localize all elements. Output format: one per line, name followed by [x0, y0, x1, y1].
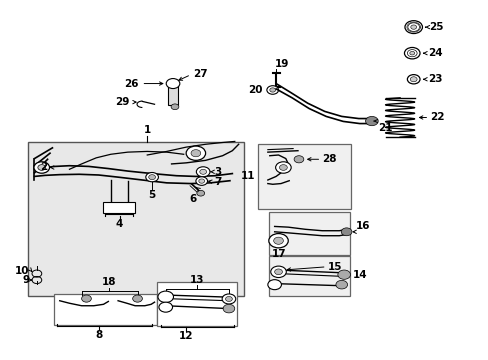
Circle shape [186, 146, 205, 160]
Circle shape [365, 116, 377, 126]
Circle shape [273, 237, 283, 244]
Text: 3: 3 [214, 167, 221, 177]
Bar [168, 84, 178, 105]
Circle shape [267, 280, 281, 290]
Text: 29: 29 [115, 97, 129, 107]
Circle shape [409, 51, 414, 55]
Circle shape [269, 88, 275, 92]
Text: 17: 17 [272, 249, 286, 258]
Circle shape [335, 280, 347, 289]
Circle shape [38, 165, 45, 170]
Circle shape [197, 190, 204, 196]
Text: 4: 4 [116, 219, 123, 229]
Circle shape [270, 266, 286, 278]
Text: 8: 8 [95, 330, 102, 340]
Text: 15: 15 [327, 262, 342, 272]
Text: 20: 20 [248, 85, 263, 95]
Text: 19: 19 [274, 59, 288, 68]
Text: 1: 1 [143, 125, 151, 135]
Circle shape [196, 167, 209, 177]
Circle shape [191, 150, 201, 157]
Text: 25: 25 [428, 22, 443, 32]
Text: 6: 6 [189, 194, 197, 203]
Circle shape [279, 165, 287, 170]
Circle shape [159, 302, 172, 312]
Bar [268, 212, 350, 255]
Text: 9: 9 [22, 275, 30, 285]
Bar [157, 282, 237, 327]
Circle shape [166, 78, 180, 89]
Bar [257, 144, 351, 208]
Circle shape [171, 104, 179, 110]
Text: 27: 27 [193, 68, 208, 78]
Text: 28: 28 [322, 154, 336, 164]
Circle shape [34, 162, 49, 173]
Circle shape [158, 291, 173, 302]
Text: 2: 2 [40, 162, 47, 172]
Text: 5: 5 [148, 190, 155, 200]
Circle shape [275, 162, 290, 173]
Bar [103, 202, 135, 213]
Circle shape [222, 294, 235, 304]
Circle shape [132, 295, 142, 302]
Circle shape [200, 169, 206, 174]
Text: 10: 10 [15, 266, 30, 276]
Circle shape [337, 270, 350, 279]
Bar [268, 256, 350, 296]
Circle shape [268, 234, 287, 248]
Circle shape [409, 77, 416, 82]
Circle shape [145, 172, 158, 182]
Circle shape [410, 25, 416, 29]
Circle shape [81, 295, 91, 302]
Bar [54, 294, 157, 325]
Text: 7: 7 [214, 177, 221, 187]
Circle shape [407, 75, 419, 84]
Circle shape [293, 156, 303, 163]
Circle shape [148, 175, 155, 180]
Circle shape [274, 269, 282, 275]
Text: 26: 26 [124, 78, 139, 89]
Text: 11: 11 [240, 171, 255, 181]
Circle shape [266, 86, 278, 94]
Circle shape [404, 48, 419, 59]
Text: 13: 13 [190, 275, 204, 285]
Text: 14: 14 [352, 270, 366, 280]
Text: 22: 22 [429, 112, 444, 122]
Text: 16: 16 [355, 221, 369, 231]
Circle shape [199, 179, 204, 183]
Text: 21: 21 [377, 123, 392, 133]
Text: 23: 23 [427, 74, 442, 84]
Circle shape [341, 228, 351, 236]
Bar [28, 143, 244, 296]
Text: 18: 18 [102, 277, 116, 287]
Circle shape [223, 304, 234, 313]
Circle shape [196, 177, 207, 185]
Text: 12: 12 [179, 332, 193, 342]
Circle shape [404, 21, 422, 33]
Text: 24: 24 [427, 48, 442, 58]
Circle shape [225, 296, 232, 301]
